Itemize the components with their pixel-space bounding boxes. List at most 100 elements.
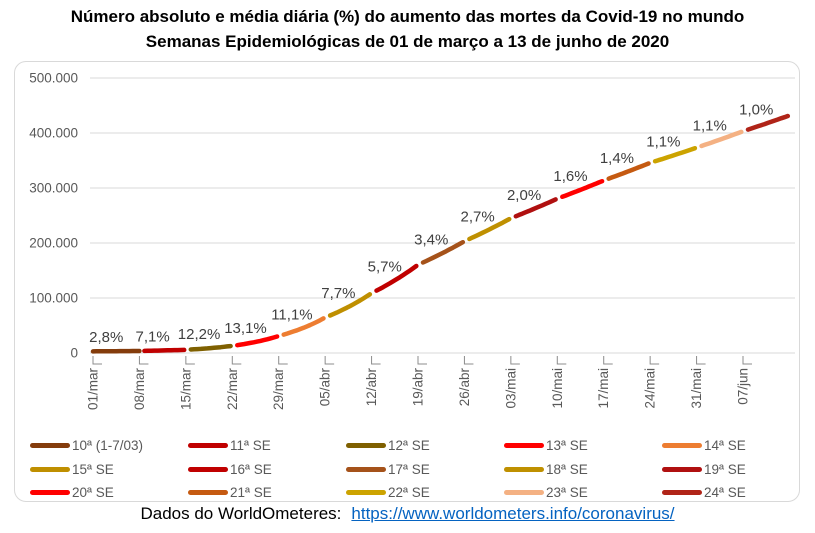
legend-label: 21ª SE (230, 485, 272, 501)
series-line-15se (327, 292, 373, 318)
x-tick-label: 15/mar (178, 368, 193, 411)
legend-item-20se: 20ª SE (30, 481, 188, 505)
legend-swatch (30, 466, 70, 472)
legend-swatch (188, 466, 228, 472)
legend-label: 22ª SE (388, 485, 430, 501)
series-line-22se (652, 145, 698, 164)
pct-label-13se: 13,1% (224, 320, 267, 337)
legend-label: 23ª SE (546, 485, 588, 501)
x-tick-mark (510, 356, 520, 365)
x-tick-label: 01/mar (86, 368, 101, 411)
series-line-19se (513, 197, 558, 219)
x-tick-mark (185, 356, 195, 365)
x-tick-mark (138, 356, 149, 365)
legend-swatch (662, 466, 702, 472)
legend-label: 19ª SE (704, 461, 746, 477)
y-tick-label: 100.000 (29, 291, 78, 306)
legend-swatch (504, 443, 544, 449)
x-tick-mark (231, 356, 242, 365)
chart-legend: 10ª (1-7/03) 11ª SE 12ª SE 13ª SE 14ª SE 15ª … (30, 434, 794, 505)
pct-label-24se: 1,0% (739, 101, 773, 118)
legend-swatch (662, 443, 702, 449)
pct-label-14se: 11,1% (271, 306, 312, 323)
legend-label: 15ª SE (72, 461, 114, 477)
legend-item-16se: 16ª SE (188, 458, 346, 482)
legend-item-11se: 11ª SE (188, 434, 346, 458)
legend-swatch (30, 443, 70, 449)
series-line-14se (281, 316, 326, 337)
legend-item-14se: 14ª SE (662, 434, 815, 458)
legend-item-23se: 23ª SE (504, 481, 662, 505)
legend-item-12se: 12ª SE (346, 434, 504, 458)
legend-item-13se: 13ª SE (504, 434, 662, 458)
gridlines (90, 77, 795, 354)
series-line-17se (420, 239, 466, 265)
legend-item-21se: 21ª SE (188, 481, 346, 505)
y-tick-label: 300.000 (29, 181, 78, 196)
pct-label-15se: 7,7% (321, 285, 355, 302)
legend-label: 13ª SE (546, 438, 588, 454)
pct-label-18se: 2,7% (461, 208, 495, 225)
legend-label: 11ª SE (230, 438, 271, 454)
x-tick-label: 12/abr (364, 367, 379, 406)
x-tick-label: 29/mar (271, 368, 286, 411)
source-link[interactable]: https://www.worldometers.info/coronaviru… (351, 504, 675, 523)
legend-swatch (504, 466, 544, 472)
series-line-11se (142, 347, 187, 354)
series-line-20se (560, 178, 605, 200)
x-axis-labels: 01/mar 08/mar 15/mar 22/mar 29/mar 05/abr 12/a… (86, 356, 752, 411)
series-line-16se (374, 263, 419, 293)
chart-title-line2: Semanas Epidemiológicas de 01 de março a… (145, 32, 670, 51)
legend-label: 16ª SE (230, 461, 272, 477)
pct-label-12se: 12,2% (178, 326, 221, 343)
legend-swatch (188, 443, 228, 449)
x-tick-mark (92, 356, 102, 365)
x-tick-mark (463, 356, 474, 365)
legend-label: 18ª SE (546, 461, 588, 477)
source-footer: Dados do WorldOmeteres: https://www.world… (0, 504, 815, 524)
x-tick-label: 19/abr (411, 367, 426, 406)
legend-item-17se: 17ª SE (346, 458, 504, 482)
legend-item-10se: 10ª (1-7/03) (30, 434, 188, 458)
legend-swatch (346, 443, 386, 449)
y-tick-label: 400.000 (29, 126, 78, 141)
x-tick-label: 03/mai (503, 368, 518, 409)
x-tick-label: 17/mai (596, 368, 611, 409)
series-line-18se (467, 216, 512, 242)
x-tick-mark (742, 356, 752, 365)
pct-label-10se: 2,8% (89, 329, 123, 346)
legend-label: 14ª SE (704, 438, 746, 454)
legend-swatch (346, 490, 386, 496)
legend-label: 24ª SE (704, 485, 746, 501)
y-axis-labels: 0 100.000 200.000 300.000 400.000 500.000 (29, 71, 78, 361)
legend-swatch (504, 490, 544, 496)
x-tick-label: 22/mar (225, 368, 240, 411)
legend-item-24se: 24ª SE (662, 481, 815, 505)
series-line-23se (699, 129, 744, 149)
series-line-12se (188, 343, 233, 352)
x-tick-label: 31/mai (689, 368, 704, 409)
pct-label-16se: 5,7% (368, 258, 402, 275)
pct-label-11se: 7,1% (136, 328, 170, 345)
pct-label-17se: 3,4% (414, 232, 448, 249)
x-tick-mark (603, 356, 613, 365)
x-tick-mark (324, 356, 335, 365)
legend-swatch (346, 466, 386, 472)
pct-label-22se: 1,1% (646, 133, 680, 150)
legend-label: 20ª SE (72, 485, 114, 501)
legend-label: 12ª SE (388, 438, 430, 454)
legend-item-18se: 18ª SE (504, 458, 662, 482)
legend-swatch (188, 490, 228, 496)
chart-plot-frame (14, 61, 800, 502)
x-tick-label: 08/mar (132, 368, 147, 411)
legend-label: 17ª SE (388, 461, 430, 477)
x-tick-mark (696, 356, 706, 365)
pct-labels: 2,8% 7,1% 12,2% 13,1%11,1% 7,7% 5,7% 3,4% 2,7% 2… (89, 101, 773, 346)
source-label: Dados do WorldOmeteres: (140, 504, 342, 523)
x-tick-label: 07/jun (736, 368, 751, 405)
legend-item-15se: 15ª SE (30, 458, 188, 482)
x-tick-label: 24/mai (643, 368, 658, 409)
pct-label-20se: 1,6% (553, 168, 587, 185)
